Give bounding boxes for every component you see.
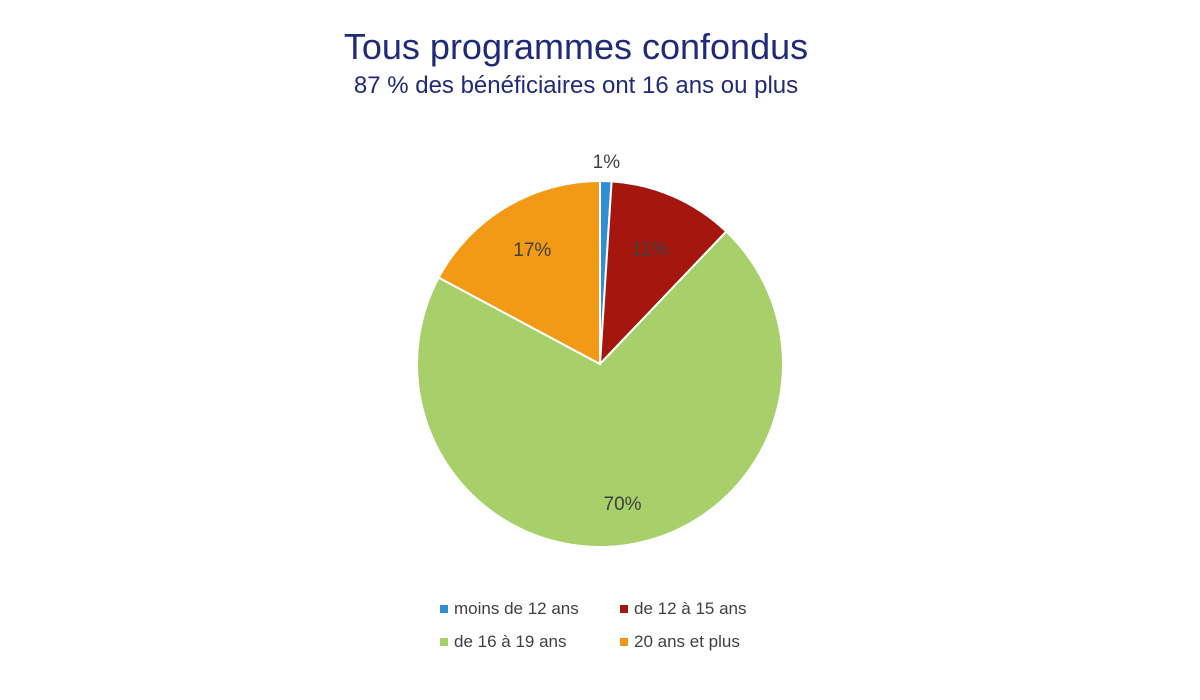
pie-slice-3 <box>416 230 784 548</box>
legend-item-moins-de-12-ans: moins de 12 ans <box>440 599 620 619</box>
legend-swatch <box>440 638 448 646</box>
pie-data-label-2: 11% <box>632 239 669 260</box>
chart-subtitle: 87 % des bénéficiaires ont 16 ans ou plu… <box>353 72 799 99</box>
legend-label: 20 ans et plus <box>634 632 740 651</box>
legend-swatch <box>620 638 628 646</box>
pie-slices <box>416 179 784 548</box>
legend-item-de-12-a-15-ans: de 12 à 15 ans <box>620 599 800 619</box>
legend-item-20-ans-et-plus: 20 ans et plus <box>620 632 800 652</box>
pie-slice-2 <box>598 180 728 367</box>
pie-data-label-1: 1% <box>593 152 621 173</box>
legend-swatch <box>440 605 448 613</box>
pie-data-label-4: 17% <box>513 240 551 261</box>
chart-title: Tous programmes confondus <box>343 26 809 67</box>
pie-slice-4 <box>437 179 601 366</box>
pie-data-label-3: 70% <box>604 494 642 515</box>
legend-item-de-16-a-19-ans: de 16 à 19 ans <box>440 632 620 652</box>
legend-swatch <box>620 605 628 613</box>
legend-label: de 12 à 15 ans <box>634 599 747 618</box>
chart-legend: moins de 12 ans de 12 à 15 ans de 16 à 1… <box>440 599 800 652</box>
pie-data-labels: 1% 11% 70% 17% <box>513 152 668 515</box>
legend-label: de 16 à 19 ans <box>454 632 567 651</box>
legend-label: moins de 12 ans <box>454 599 579 618</box>
